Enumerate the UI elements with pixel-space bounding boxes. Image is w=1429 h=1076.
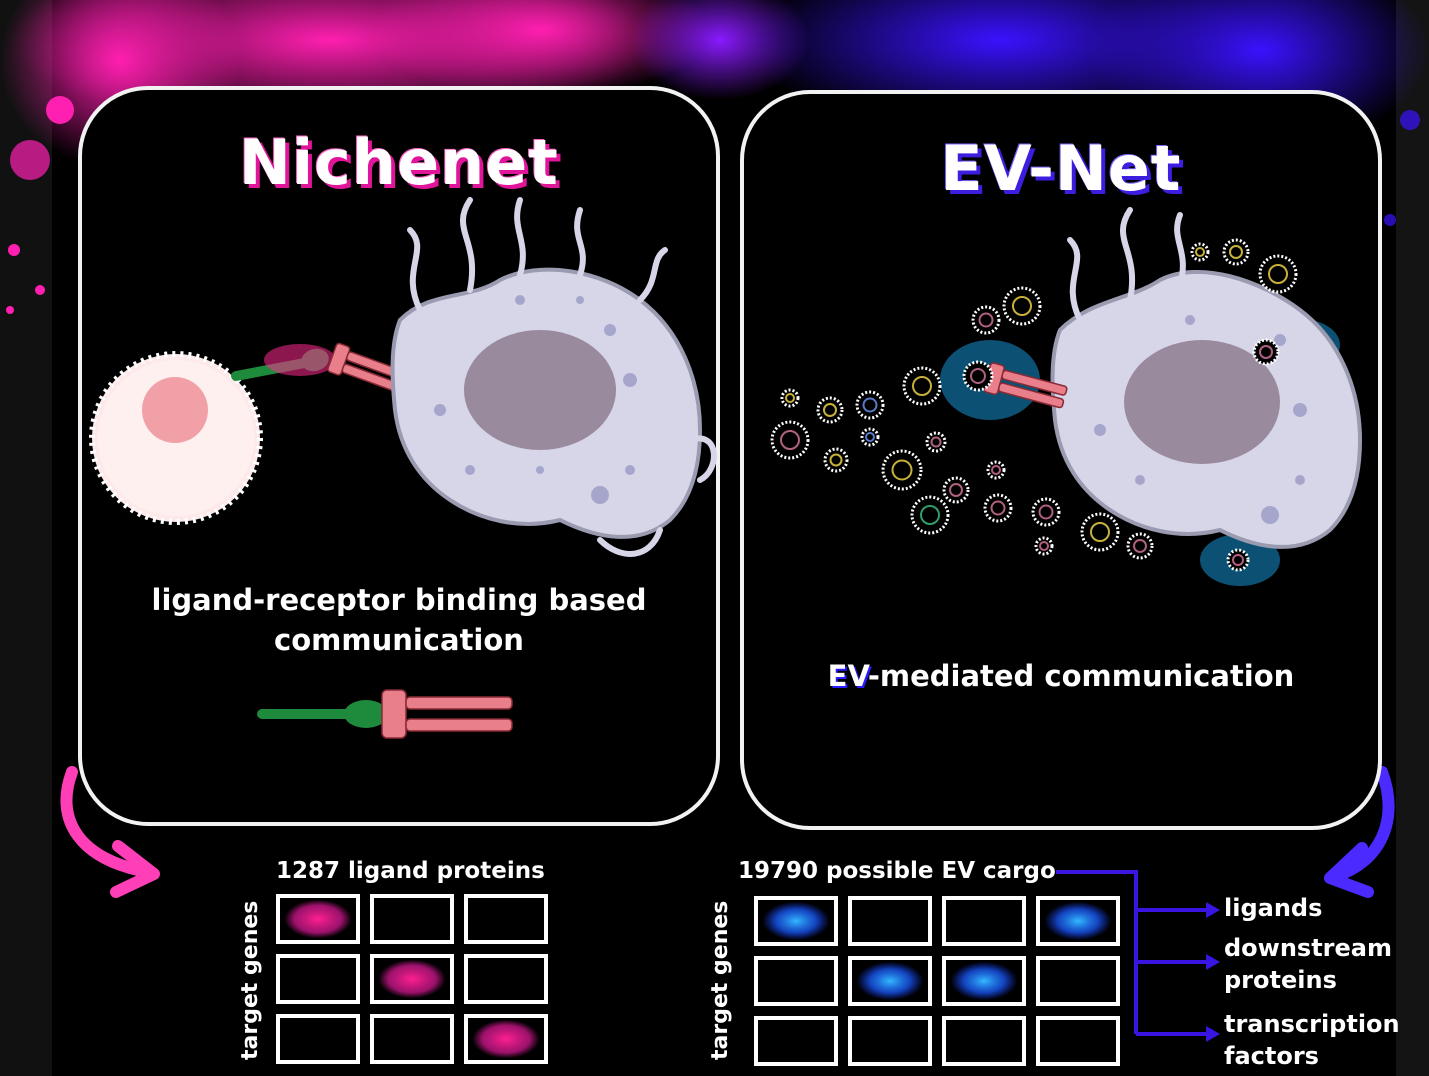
left-grid-row-label: target genes: [238, 900, 263, 1060]
nichenet-caption: ligand-receptor binding based communicat…: [78, 580, 720, 660]
evnet-caption: EV-mediated communication: [740, 656, 1382, 696]
evnet-caption-rest: -mediated communication: [867, 659, 1295, 693]
right-grid-title: 19790 possible EV cargo: [738, 858, 1056, 884]
output-ligands: ligands: [1224, 894, 1323, 922]
nichenet-caption-line2: communication: [274, 623, 524, 657]
nichenet-caption-line1: ligand-receptor binding based: [151, 583, 647, 617]
right-grid-row-label: target genes: [708, 900, 733, 1060]
left-grid-title: 1287 ligand proteins: [276, 858, 545, 884]
output-downstream-proteins: downstream proteins: [1224, 934, 1392, 994]
evnet-title: EV-Net: [940, 132, 1182, 205]
output-transcription-factors: transcription factors: [1224, 1010, 1400, 1070]
evnet-caption-prefix: EV: [827, 659, 868, 693]
nichenet-title: Nichenet: [239, 126, 559, 199]
